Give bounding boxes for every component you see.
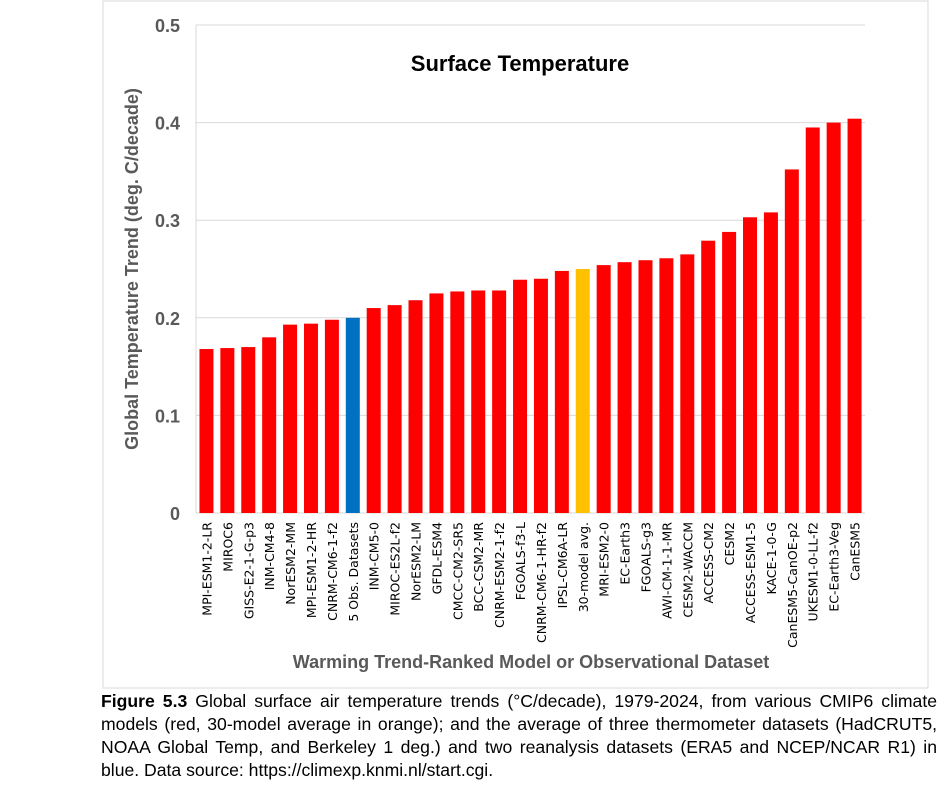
bar-canesm5 [847,118,862,514]
bar-miroc-es2l-f2 [387,305,402,513]
bar-cmcc-cm2-sr5 [450,291,465,513]
x-tick-label: IPSL-CM6A-LR [555,522,570,609]
bar-fgoals-g3 [638,260,653,513]
x-tick-label: MPI-ESM1-2-HR [304,522,319,618]
x-tick-label: CanESM5-CanOE-p2 [785,522,800,648]
x-tick-label: CanESM5 [848,522,863,581]
x-tick-label: INM-CM4-8 [262,522,277,590]
bar-5-obs-datasets [345,317,360,513]
bar-inm-cm4-8 [262,337,277,513]
bar-ukesm1-0-ll-f2 [805,127,820,513]
x-tick-label: CESM2-WACCM [680,522,695,618]
x-tick-label: GFDL-ESM4 [429,522,444,594]
bar-access-cm2 [701,240,716,514]
x-tick-label: NorESM2-MM [283,522,298,605]
x-tick-label: 30-model avg. [576,522,591,612]
y-tick-label: 0.2 [155,309,180,329]
bar-giss-e2-1-g-p3 [241,347,256,513]
x-tick-label: CESM2 [722,522,737,565]
x-tick-label: AWI-CM-1-1-MR [659,522,674,619]
y-tick-label: 0.5 [155,16,180,36]
bar-cnrm-esm2-1-f2 [492,290,507,513]
bar-cesm2-waccm [680,254,695,514]
bar-cesm2 [722,231,737,514]
x-tick-label: MIROC6 [220,522,235,572]
bar-cnrm-cm6-1-hr-f2 [533,278,548,513]
x-tick-label: KACE-1-0-G [764,522,779,595]
y-tick-label: 0.3 [155,211,180,231]
bar-canesm5-canoe-p2 [784,169,799,513]
bar-fgoals-f3-l [513,279,528,513]
bar-awi-cm-1-1-mr [659,258,674,513]
x-tick-label: ACCESS-CM2 [701,522,716,604]
bar-ipsl-cm6a-lr [554,270,569,513]
bar-ec-earth3 [617,262,632,513]
x-tick-label: EC-Earth3 [618,522,633,585]
x-tick-label: MRI-ESM2-0 [597,522,612,597]
y-tick-label: 0.1 [155,406,180,426]
x-tick-label: FGOALS-f3-L [513,522,528,600]
x-tick-label: MIROC-ES2L-f2 [388,522,403,616]
x-tick-label: 5 Obs. Datasets [346,522,361,622]
bar-mpi-esm1-2-hr [303,323,318,513]
caption-text: Global surface air temperature trends (°… [101,691,937,780]
caption-label: Figure 5.3 [101,691,188,711]
figure-caption: Figure 5.3 Global surface air temperatur… [101,690,937,782]
bar-access-esm1-5 [743,217,758,513]
x-tick-label: UKESM1-0-LL-f2 [806,522,821,621]
x-tick-label: FGOALS-g3 [638,522,653,592]
bar-gfdl-esm4 [429,293,444,513]
x-tick-label: CMCC-CM2-SR5 [450,522,465,620]
bar-inm-cm5-0 [366,308,381,513]
bar-miroc6 [220,348,235,513]
bar-chart: 0 0.1 0.2 0.3 0.4 0.5 MPI-ESM1-2-LR MIROC6 GISS… [102,0,929,689]
x-tick-label: CNRM-ESM2-1-f2 [492,522,507,628]
x-tick-label: MPI-ESM1-2-LR [199,522,214,616]
x-tick-label: CNRM-CM6-1-HR-f2 [534,522,549,643]
bar-mri-esm2-0 [596,265,611,513]
y-axis-label: Global Temperature Trend (deg. C/decade) [122,88,142,450]
x-tick-label: GISS-E2-1-G-p3 [241,522,256,619]
bar-mpi-esm1-2-lr [199,349,214,513]
x-tick-label: EC-Earth3-Veg [827,522,842,612]
bar-ec-earth3-veg [826,122,841,513]
bar-cnrm-cm6-1-f2 [324,319,339,513]
chart-title: Surface Temperature [411,51,629,76]
x-tick-label: BCC-CSM2-MR [471,522,486,612]
x-tick-label: CNRM-CM6-1-f2 [325,522,340,621]
x-tick-label: INM-CM5-0 [367,522,382,590]
x-tick-label: ACCESS-ESM1-5 [743,522,758,623]
bar-bcc-csm2-mr [471,290,486,513]
bar-noresm2-lm [408,300,423,513]
x-tick-label: NorESM2-LM [409,522,424,601]
bar-kace-1-0-g [763,212,778,513]
y-tick-label: 0.4 [155,114,180,134]
y-tick-label: 0 [170,504,180,524]
x-axis-label: Warming Trend-Ranked Model or Observatio… [293,652,769,672]
bar-30-model-avg- [575,269,590,513]
bar-noresm2-mm [283,324,298,513]
